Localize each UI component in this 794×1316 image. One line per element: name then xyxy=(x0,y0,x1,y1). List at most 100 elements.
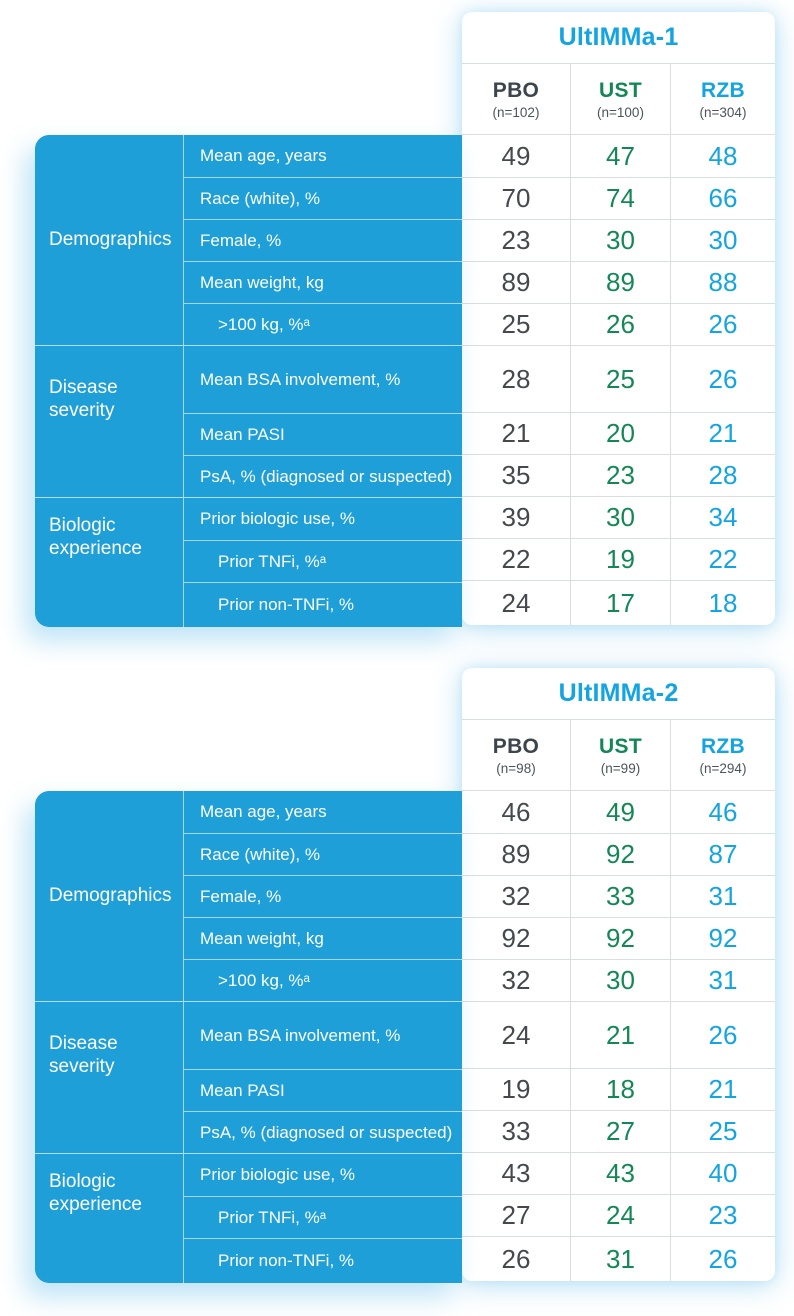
table-row: 39 30 34 xyxy=(462,496,775,538)
value-cell: 27 xyxy=(501,1200,531,1230)
sample-size: (n=98) xyxy=(496,760,536,776)
table-row: 49 47 48 xyxy=(462,135,775,177)
row-label: Mean age, years xyxy=(200,802,327,821)
group-rows: Mean age, years Race (white), % Female, … xyxy=(183,791,462,1001)
row-label-panel: Demographics Mean age, years Race (white… xyxy=(35,791,462,1283)
value-cell: 34 xyxy=(670,497,775,538)
column-header-pbo: PBO (n=102) xyxy=(462,64,570,134)
row-group-biologic-experience: Biologic experience Prior biologic use, … xyxy=(35,497,462,627)
drug-label: UST xyxy=(599,734,642,758)
row-label: Mean PASI xyxy=(184,413,462,455)
row-label: Mean age, years xyxy=(200,146,327,165)
value-cell: 25 xyxy=(501,309,531,339)
value-cell: 32 xyxy=(501,881,531,911)
value-cell: 43 xyxy=(501,1158,531,1188)
value-cell: 74 xyxy=(570,178,670,219)
value-cell: 88 xyxy=(670,262,775,303)
value-cell: 17 xyxy=(570,581,670,625)
data-card: UltIMMa-1 PBO (n=102) UST (n=100) RZB (n… xyxy=(462,12,775,625)
table-row: 24 17 18 xyxy=(462,580,775,625)
sample-size: (n=304) xyxy=(699,104,747,120)
table-row: 33 27 25 xyxy=(462,1110,775,1152)
value-cell: 89 xyxy=(501,267,531,297)
group-rows: Mean BSA involvement, % Mean PASI PsA, %… xyxy=(183,346,462,497)
table-row: 46 49 46 xyxy=(462,791,775,833)
row-label: Mean BSA involvement, % xyxy=(200,1025,401,1045)
column-header-pbo: PBO (n=98) xyxy=(462,720,570,790)
drug-label: RZB xyxy=(700,734,746,758)
value-cell: 21 xyxy=(570,1002,670,1068)
group-rows: Mean age, years Race (white), % Female, … xyxy=(183,135,462,345)
value-cell: 30 xyxy=(570,960,670,1001)
table-row: 21 20 21 xyxy=(462,412,775,454)
value-cell: 43 xyxy=(570,1153,670,1194)
drug-label: PBO xyxy=(492,734,540,758)
study-title: UltIMMa-2 xyxy=(462,668,775,720)
row-label: >100 kg, %ᵃ xyxy=(184,303,462,345)
value-cell: 26 xyxy=(570,304,670,345)
row-label: >100 kg, %ᵃ xyxy=(184,959,462,1001)
column-headers-row: PBO (n=102) UST (n=100) RZB (n=304) xyxy=(462,64,775,135)
value-cell: 30 xyxy=(570,220,670,261)
value-cell: 32 xyxy=(501,965,531,995)
value-cell: 30 xyxy=(570,497,670,538)
row-label: PsA, % (diagnosed or suspected) xyxy=(184,1111,462,1153)
row-label: PsA, % (diagnosed or suspected) xyxy=(184,455,462,497)
row-label: Prior TNFi, %ᵃ xyxy=(184,540,462,582)
value-cell: 28 xyxy=(501,363,531,394)
row-label: Female, % xyxy=(184,875,462,917)
table-row: 32 30 31 xyxy=(462,959,775,1001)
value-cell: 40 xyxy=(670,1153,775,1194)
row-label: Prior non-TNFi, % xyxy=(184,1238,462,1283)
row-group-demographics: Demographics Mean age, years Race (white… xyxy=(35,791,462,1001)
group-label: Disease severity xyxy=(49,377,118,422)
value-cell: 26 xyxy=(670,346,775,412)
table-row: 35 23 28 xyxy=(462,454,775,496)
table-row: 89 92 87 xyxy=(462,833,775,875)
value-cell: 18 xyxy=(570,1069,670,1110)
table-row: 24 21 26 xyxy=(462,1001,775,1068)
value-cell: 70 xyxy=(501,183,531,213)
row-label: Race (white), % xyxy=(184,177,462,219)
value-cell: 22 xyxy=(501,544,531,574)
row-group-demographics: Demographics Mean age, years Race (white… xyxy=(35,135,462,345)
value-cell: 89 xyxy=(501,839,531,869)
value-cell: 19 xyxy=(501,1074,531,1104)
value-cell: 25 xyxy=(570,346,670,412)
table-row: 23 30 30 xyxy=(462,219,775,261)
row-label: Race (white), % xyxy=(184,833,462,875)
value-cell: 31 xyxy=(670,876,775,917)
value-cell: 33 xyxy=(570,876,670,917)
value-cell: 26 xyxy=(670,1237,775,1281)
value-cell: 89 xyxy=(570,262,670,303)
table-row: 22 19 22 xyxy=(462,538,775,580)
value-cell: 92 xyxy=(570,918,670,959)
row-label: Prior biologic use, % xyxy=(200,509,355,528)
value-cell: 35 xyxy=(501,460,531,490)
column-headers-row: PBO (n=98) UST (n=99) RZB (n=294) xyxy=(462,720,775,791)
row-group-disease-severity: Disease severity Mean BSA involvement, %… xyxy=(35,1001,462,1153)
row-label: Mean BSA involvement, % xyxy=(200,369,401,389)
column-header-rzb: RZB (n=304) xyxy=(670,64,775,134)
value-cell: 92 xyxy=(570,834,670,875)
column-header-ust: UST (n=99) xyxy=(570,720,670,790)
row-label: Mean weight, kg xyxy=(184,917,462,959)
drug-label: RZB xyxy=(700,78,746,102)
column-header-rzb: RZB (n=294) xyxy=(670,720,775,790)
sample-size: (n=99) xyxy=(600,760,641,776)
value-cell: 22 xyxy=(670,539,775,580)
value-cell: 92 xyxy=(501,923,531,953)
value-cell: 66 xyxy=(670,178,775,219)
group-label: Disease severity xyxy=(49,1033,118,1078)
value-cell: 33 xyxy=(501,1116,531,1146)
group-label: Biologic experience xyxy=(49,1171,142,1216)
value-cell: 18 xyxy=(670,581,775,625)
value-cell: 21 xyxy=(670,413,775,454)
value-cell: 19 xyxy=(570,539,670,580)
table-row: 28 25 26 xyxy=(462,345,775,412)
value-cell: 21 xyxy=(670,1069,775,1110)
value-cell: 92 xyxy=(670,918,775,959)
row-label: Prior biologic use, % xyxy=(200,1165,355,1184)
column-header-ust: UST (n=100) xyxy=(570,64,670,134)
value-cell: 28 xyxy=(670,455,775,496)
